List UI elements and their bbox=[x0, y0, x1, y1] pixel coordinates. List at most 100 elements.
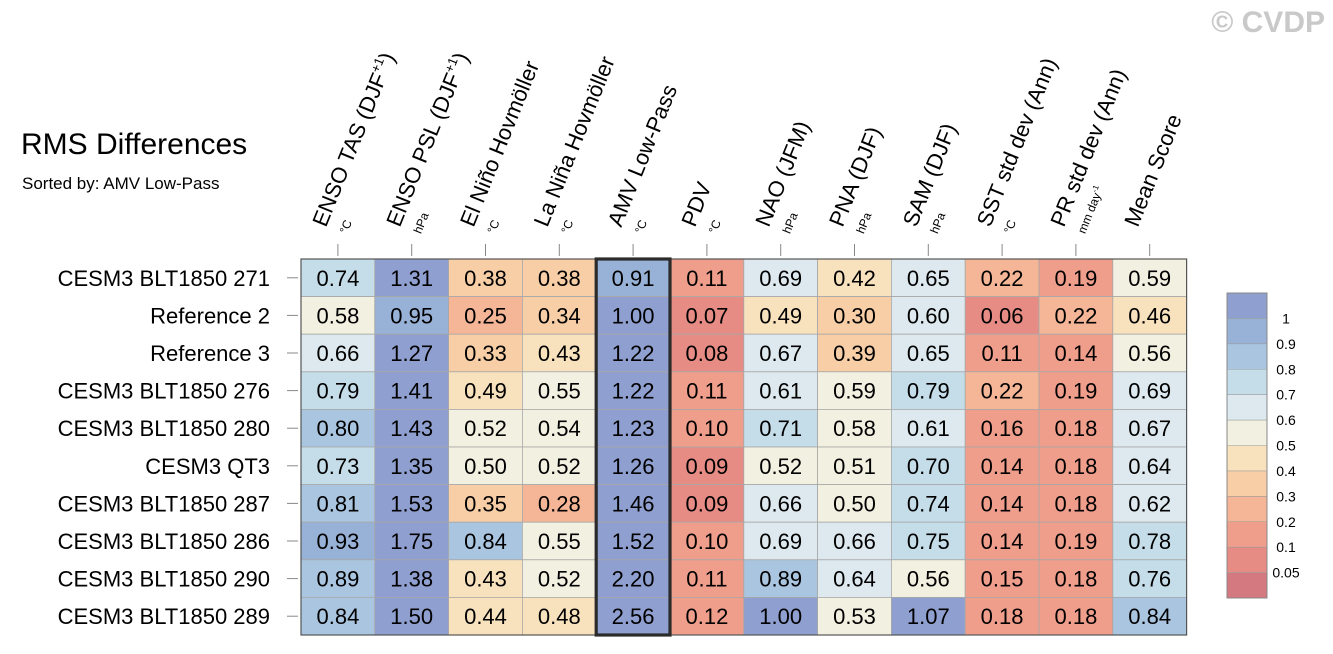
cell-value: 0.73 bbox=[316, 454, 359, 479]
cell-value: 0.16 bbox=[981, 416, 1024, 441]
cell-value: 1.43 bbox=[390, 416, 433, 441]
cell-value: 0.18 bbox=[1054, 491, 1097, 516]
colorbar-tick-label: 0.8 bbox=[1276, 361, 1296, 377]
heatmap-cell bbox=[964, 408, 1040, 448]
heatmap-cell bbox=[1112, 408, 1188, 448]
heatmap-cell bbox=[743, 333, 818, 373]
cell-value: 0.52 bbox=[538, 567, 581, 592]
heatmap-cell bbox=[817, 296, 892, 335]
heatmap-cell bbox=[817, 446, 892, 485]
heatmap-cell bbox=[743, 597, 818, 636]
cell-value: 0.38 bbox=[464, 266, 507, 291]
cell-value: 0.66 bbox=[759, 491, 802, 516]
heatmap-cell bbox=[448, 333, 523, 373]
cell-value: 0.80 bbox=[316, 416, 359, 441]
heatmap-cell bbox=[595, 484, 671, 523]
heatmap-cell bbox=[1112, 559, 1188, 598]
cell-value: 0.11 bbox=[686, 567, 727, 592]
heatmap-cell bbox=[1038, 408, 1114, 448]
column-label: SST std dev (Ann) bbox=[972, 54, 1062, 230]
column-label-group: SAM (DJF)hPa bbox=[898, 120, 962, 236]
cell-value: 1.22 bbox=[612, 379, 655, 404]
row-label: CESM3 BLT1850 289 bbox=[58, 604, 270, 629]
heatmap-cell bbox=[891, 484, 966, 523]
heatmap-cell bbox=[448, 559, 523, 598]
cell-value: 0.43 bbox=[538, 341, 581, 366]
column-label: PNA (DJF) bbox=[824, 123, 887, 230]
cell-value: 0.76 bbox=[1128, 567, 1171, 592]
heatmap-cell bbox=[374, 333, 449, 373]
colorbar-swatch bbox=[1227, 318, 1267, 344]
cell-value: 0.56 bbox=[1128, 341, 1171, 366]
row-label: Reference 3 bbox=[150, 341, 270, 366]
cell-value: 0.67 bbox=[759, 341, 802, 366]
heatmap-cell bbox=[595, 258, 671, 297]
heatmap-cell bbox=[669, 408, 745, 448]
cell-value: 0.14 bbox=[981, 454, 1024, 479]
colorbar-swatch bbox=[1227, 369, 1267, 395]
column-label-group: PDV°C bbox=[676, 178, 724, 235]
heatmap-cell bbox=[964, 597, 1040, 636]
heatmap-cell bbox=[522, 258, 597, 297]
heatmap-cell bbox=[1038, 446, 1114, 485]
colorbar-swatch bbox=[1227, 521, 1267, 548]
column-unit: hPa bbox=[927, 210, 948, 235]
cell-value: 0.18 bbox=[1054, 454, 1097, 479]
column-unit: °C bbox=[1001, 217, 1019, 235]
heatmap-cell bbox=[1112, 296, 1188, 335]
cell-value: 0.09 bbox=[685, 454, 728, 479]
heatmap-cell bbox=[1112, 258, 1188, 297]
heatmap-cell bbox=[743, 521, 818, 561]
cell-value: 1.38 bbox=[390, 567, 433, 592]
row-label: CESM3 BLT1850 286 bbox=[58, 529, 270, 554]
heatmap-cell bbox=[374, 484, 449, 523]
cell-value: 0.55 bbox=[538, 529, 581, 554]
column-label: NAO (JFM) bbox=[750, 117, 815, 229]
heatmap-cell bbox=[817, 258, 892, 297]
colorbar-swatch bbox=[1227, 343, 1267, 370]
cell-value: 0.84 bbox=[316, 604, 359, 629]
cell-value: 1.50 bbox=[390, 604, 433, 629]
column-label-group: Mean Score bbox=[1119, 111, 1187, 230]
cell-value: 0.53 bbox=[833, 604, 876, 629]
heatmap-cell bbox=[374, 296, 449, 335]
heatmap-cell bbox=[595, 333, 671, 373]
column-label: El Niño Hovmöller bbox=[455, 57, 544, 230]
colorbar-tick-label: 0.9 bbox=[1276, 336, 1296, 352]
chart-subtitle: Sorted by: AMV Low-Pass bbox=[22, 174, 220, 193]
colorbar-tick-label: 0.2 bbox=[1276, 514, 1296, 530]
heatmap-cell bbox=[817, 559, 892, 598]
cell-value: 0.14 bbox=[1054, 341, 1097, 366]
cell-value: 0.66 bbox=[316, 341, 359, 366]
cell-value: 0.52 bbox=[759, 454, 802, 479]
cell-value: 0.35 bbox=[464, 491, 507, 516]
cell-value: 0.61 bbox=[907, 416, 950, 441]
heatmap-cell bbox=[522, 296, 597, 335]
cell-value: 0.50 bbox=[464, 454, 507, 479]
cell-value: 0.79 bbox=[907, 379, 950, 404]
cell-value: 0.54 bbox=[538, 416, 581, 441]
heatmap-cell bbox=[448, 597, 523, 636]
cell-value: 0.70 bbox=[907, 454, 950, 479]
cell-value: 0.18 bbox=[981, 604, 1024, 629]
cell-value: 0.07 bbox=[685, 303, 728, 328]
heatmap-cell bbox=[964, 521, 1040, 561]
cell-value: 1.31 bbox=[390, 266, 433, 291]
cell-value: 0.44 bbox=[464, 604, 507, 629]
cell-value: 0.11 bbox=[686, 266, 727, 291]
cell-value: 0.65 bbox=[907, 266, 950, 291]
cell-value: 0.48 bbox=[538, 604, 581, 629]
colorbar-swatch bbox=[1227, 394, 1267, 421]
cell-value: 0.74 bbox=[907, 491, 950, 516]
row-label: CESM3 BLT1850 276 bbox=[58, 379, 270, 404]
colorbar-tick-label: 1 bbox=[1282, 310, 1290, 326]
heatmap-cell bbox=[891, 333, 966, 373]
cell-value: 0.25 bbox=[464, 303, 507, 328]
column-unit: °C bbox=[706, 217, 724, 235]
cell-value: 0.19 bbox=[1054, 266, 1097, 291]
heatmap-cell bbox=[743, 559, 818, 598]
colorbar-swatch bbox=[1227, 496, 1267, 522]
cell-value: 0.59 bbox=[1128, 266, 1171, 291]
row-label: CESM3 BLT1850 290 bbox=[58, 567, 270, 592]
cell-value: 0.19 bbox=[1054, 379, 1097, 404]
